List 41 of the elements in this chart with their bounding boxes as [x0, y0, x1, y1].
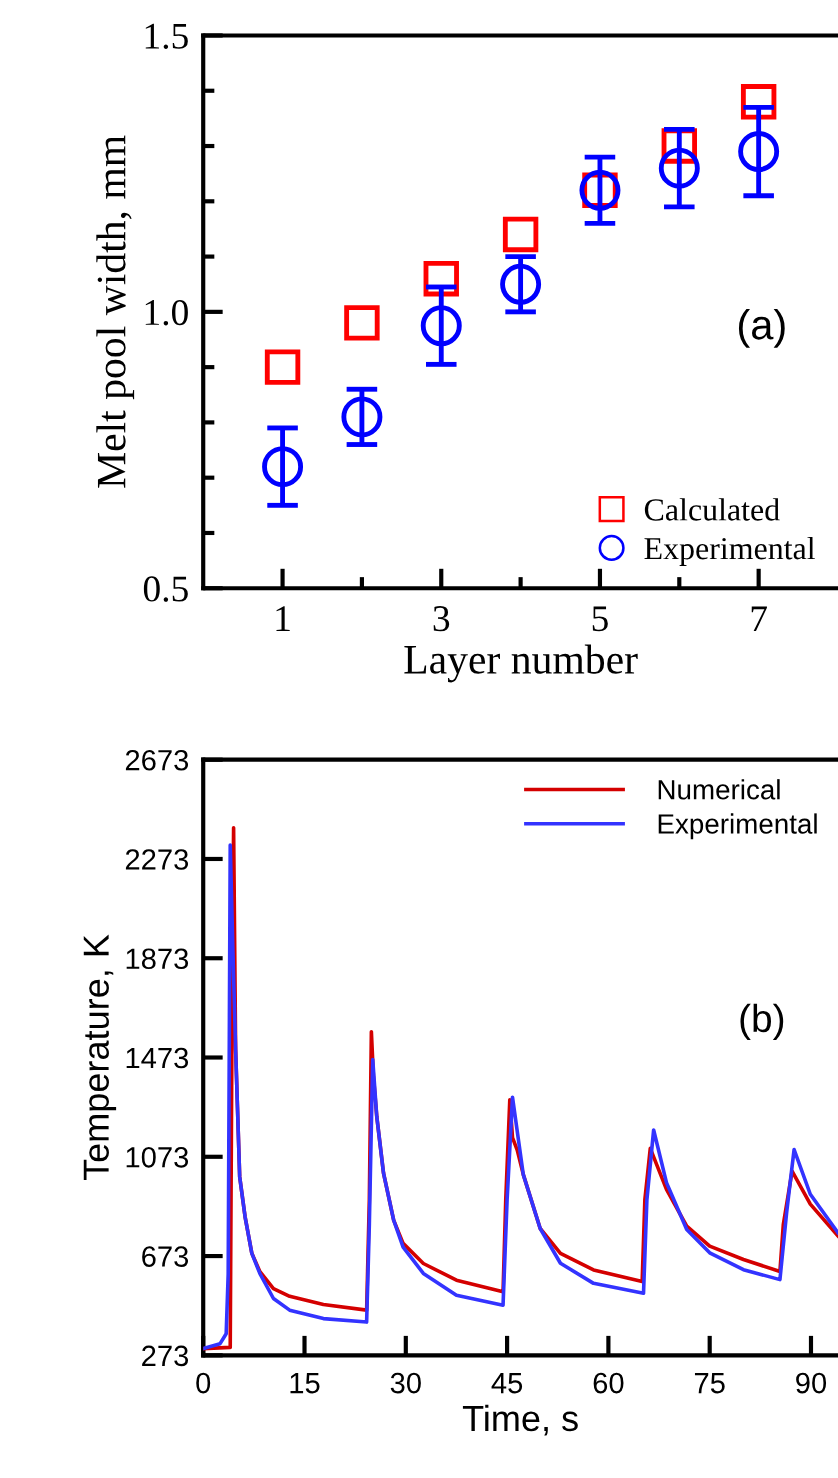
point [502, 216, 539, 253]
x-tick-label: 7 [751, 606, 767, 631]
y-tick-label: 1473 [126, 1047, 189, 1069]
legend-label: Experimental [658, 813, 817, 840]
x-tick-label: 90 [796, 1372, 827, 1394]
x-tick-label: 5 [592, 606, 608, 632]
y-tick-label: 1073 [126, 1146, 189, 1168]
x-tick-label: 30 [390, 1372, 421, 1394]
y-tick-label: 0.5 [143, 576, 188, 602]
x-tick-label: 45 [491, 1373, 523, 1394]
y-tick-label: 2673 [125, 749, 189, 771]
y-axis-title: Melt pool width, mm [96, 135, 135, 488]
point [344, 305, 380, 341]
x-tick-label: 15 [290, 1373, 320, 1394]
y-tick-label: 1873 [126, 948, 189, 970]
legend-label: Numerical [658, 779, 780, 800]
x-tick-label: 60 [593, 1372, 624, 1394]
annotation: (a) [738, 309, 785, 348]
y-tick-label: 673 [142, 1246, 189, 1267]
point [658, 147, 700, 189]
x-axis-title: Time, s [462, 1404, 578, 1436]
point [262, 446, 304, 488]
point [264, 349, 301, 385]
x-tick-label: 3 [433, 606, 450, 632]
point [341, 396, 383, 438]
legend-label: Calculated [644, 498, 780, 521]
y-tick-label: 2273 [125, 849, 189, 870]
x-axis-title: Layer number [404, 644, 638, 683]
point [423, 260, 459, 297]
y-axis-title: Temperature, K [83, 934, 117, 1181]
point [500, 263, 542, 305]
y-tick-label: 1.5 [145, 23, 188, 50]
y-tick-label: 273 [142, 1345, 189, 1367]
y-tick-label: 1.0 [145, 299, 188, 326]
x-tick-label: 75 [694, 1373, 725, 1394]
point [420, 305, 462, 347]
legend-label: Experimental [644, 536, 815, 566]
point [738, 131, 780, 173]
x-tick-label: 0 [196, 1372, 211, 1394]
x-tick-label: 1 [276, 606, 290, 631]
annotation: (b) [740, 1003, 784, 1040]
